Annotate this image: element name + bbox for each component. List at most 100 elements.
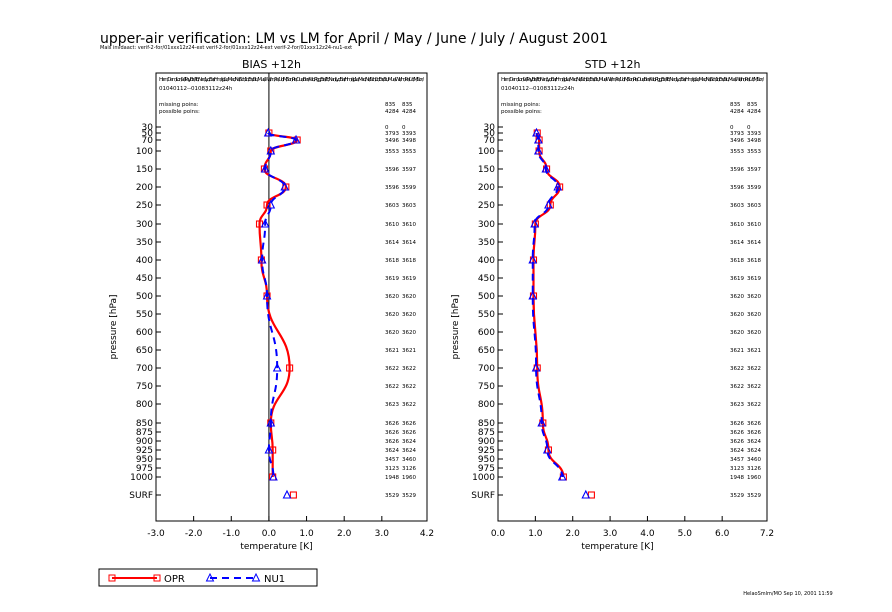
std-row-count-a: 3624 <box>730 448 744 454</box>
std-row-count-a: 3793 <box>730 131 744 137</box>
std-xtick-label: 1.0 <box>528 529 543 539</box>
bias-ytick-label: 650 <box>136 346 153 356</box>
std-frame <box>497 72 768 522</box>
std-nu1-point <box>528 254 538 264</box>
std-row-count-a: 3626 <box>730 421 744 427</box>
std-nu1-point <box>542 444 552 454</box>
std-row-count-a: 3622 <box>730 384 744 390</box>
std-row-count-b: 3622 <box>747 366 761 372</box>
std-stations-line: Ham/Dem/Lon/Val/Pay/Bre/Tro/Nan/Lyo/Bar/… <box>501 77 764 83</box>
bias-row-count-a: 3596 <box>385 167 399 173</box>
std-row-count-b: 3618 <box>747 258 761 264</box>
bias-row-count-b: 3626 <box>402 430 416 436</box>
bias-row-count-a: 3596 <box>385 185 399 191</box>
bias-missing-count-b: 835 <box>402 102 413 108</box>
bias-row-count-b: 3622 <box>402 366 416 372</box>
bias-row-count-b: 3597 <box>402 167 416 173</box>
std-xtick-label: 0.0 <box>491 529 506 539</box>
std-row-count-a: 0 <box>730 125 734 131</box>
bias-nu1-point <box>280 181 290 191</box>
bias-nu1-point <box>269 471 278 481</box>
bias-opr-line <box>258 131 299 477</box>
bias-row-count-b: 3620 <box>402 312 416 318</box>
std-row-count-a: 3626 <box>730 439 744 445</box>
std-ytick-label: 800 <box>478 400 495 410</box>
std-row-count-a: 3614 <box>730 240 744 246</box>
bias-nu1-point <box>262 290 272 300</box>
std-row-count-b: 0 <box>747 125 751 131</box>
bias-row-count-b: 3599 <box>402 185 416 191</box>
bias-row-count-a: 3619 <box>385 276 399 282</box>
std-ytick-label: 200 <box>478 183 495 193</box>
bias-ytick-label: 900 <box>136 437 153 447</box>
bias-row-count-a: 3620 <box>385 294 399 300</box>
bias-ytick-label: 300 <box>136 220 153 230</box>
std-nu1-point <box>531 362 541 372</box>
bias-nu1-point <box>263 127 273 137</box>
std-row-count-a: 3123 <box>730 466 744 472</box>
std-row-count-b: 3603 <box>747 203 761 209</box>
std-ytick-label: 925 <box>478 446 495 456</box>
std-xtick-label: 2.0 <box>566 529 581 539</box>
std-row-count-a: 3620 <box>730 330 744 336</box>
bias-row-count-b: 3622 <box>402 384 416 390</box>
bias-row-count-a: 3622 <box>385 366 399 372</box>
std-row-count-b: 3620 <box>747 294 761 300</box>
bias-row-count-b: 3553 <box>402 149 416 155</box>
legend-nu1-label: NU1 <box>264 574 285 585</box>
bias-row-count-a: 0 <box>385 125 389 131</box>
std-xtick-label: 3.0 <box>603 529 618 539</box>
std-possible-count-a: 4284 <box>730 109 744 115</box>
std-ytick-label: 850 <box>478 419 495 429</box>
std-row-count-b: 3624 <box>747 448 761 454</box>
std-row-count-a: 3623 <box>730 402 744 408</box>
std-ytick-label: 350 <box>478 238 495 248</box>
bias-row-count-a: 3603 <box>385 203 399 209</box>
bias-row-count-b: 3622 <box>402 402 416 408</box>
bias-row-count-a: 3496 <box>385 138 399 144</box>
bias-ytick-label: 875 <box>136 428 153 438</box>
std-ytick-label: 250 <box>478 201 495 211</box>
std-nu1-point <box>533 134 543 144</box>
bias-ytick-label: 200 <box>136 183 153 193</box>
std-y-axis-label: pressure [hPa] <box>451 295 461 360</box>
bias-missing-count-a: 835 <box>385 102 396 108</box>
bias-possible-label: possible poins: <box>159 109 200 115</box>
std-row-count-a: 3622 <box>730 366 744 372</box>
bias-row-count-b: 3529 <box>402 493 416 499</box>
chart-title: upper-air verification: LM vs LM for Apr… <box>100 31 608 47</box>
legend-opr-marker <box>108 574 116 582</box>
std-nu1-point <box>533 145 543 155</box>
std-row-count-a: 3618 <box>730 258 744 264</box>
std-missing-count-a: 835 <box>730 102 741 108</box>
bias-row-count-b: 3620 <box>402 294 416 300</box>
bias-xtick-label: 3.0 <box>375 529 390 539</box>
std-row-count-a: 3596 <box>730 185 744 191</box>
bias-xtick-label: -1.0 <box>222 529 240 539</box>
bias-nu1-point <box>264 444 274 454</box>
std-xtick-label: 4.0 <box>640 529 655 539</box>
std-row-count-b: 1960 <box>747 475 761 481</box>
bias-row-count-b: 3626 <box>402 421 416 427</box>
bias-ytick-label: 400 <box>136 256 153 266</box>
bias-row-count-a: 3793 <box>385 131 399 137</box>
std-xtick-label: 6.0 <box>715 529 730 539</box>
bias-nu1-point <box>266 145 276 155</box>
bias-row-count-b: 3393 <box>402 131 416 137</box>
bias-ytick-label: 500 <box>136 292 153 302</box>
std-row-count-a: 3596 <box>730 167 744 173</box>
std-ytick-label: 300 <box>478 220 495 230</box>
bias-nu1-point <box>291 134 301 144</box>
std-row-count-b: 3553 <box>747 149 761 155</box>
std-possible-label: possible poins: <box>501 109 542 115</box>
bias-row-count-a: 3529 <box>385 493 399 499</box>
std-ytick-label: 750 <box>478 382 495 392</box>
std-row-count-a: 3496 <box>730 138 744 144</box>
std-nu1-point <box>557 471 567 481</box>
bias-opr-point <box>286 364 294 372</box>
bias-row-count-b: 3610 <box>402 222 416 228</box>
std-ytick-label: 600 <box>478 328 495 338</box>
std-nu1-point <box>537 417 547 427</box>
bias-row-count-a: 3614 <box>385 240 399 246</box>
